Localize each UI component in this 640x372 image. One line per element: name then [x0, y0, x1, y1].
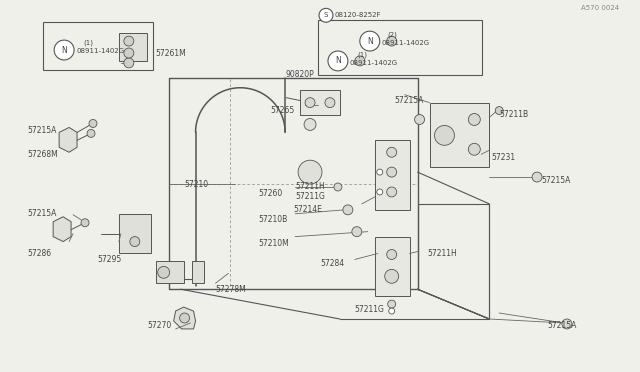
Polygon shape: [59, 128, 77, 152]
Circle shape: [387, 187, 397, 197]
Circle shape: [298, 160, 322, 184]
Text: 57210M: 57210M: [259, 239, 289, 248]
Text: 57295: 57295: [97, 255, 121, 264]
Circle shape: [468, 113, 480, 125]
Circle shape: [360, 31, 380, 51]
Text: 08911-1402G: 08911-1402G: [350, 60, 398, 66]
Text: 57211B: 57211B: [499, 110, 529, 119]
Bar: [375, 237, 410, 296]
Text: 57215A: 57215A: [547, 321, 577, 330]
Circle shape: [328, 51, 348, 71]
Bar: [119, 33, 147, 61]
Text: 57210: 57210: [184, 180, 209, 189]
Text: 57278M: 57278M: [216, 285, 246, 294]
Circle shape: [343, 205, 353, 215]
Polygon shape: [53, 217, 71, 241]
Circle shape: [304, 119, 316, 131]
Text: 57211H: 57211H: [428, 249, 458, 258]
Bar: [429, 103, 489, 167]
Text: 57215A: 57215A: [395, 96, 424, 105]
Circle shape: [334, 183, 342, 191]
Text: 08120-8252F: 08120-8252F: [335, 12, 381, 18]
Bar: [44, 22, 153, 70]
Text: 57284: 57284: [320, 259, 344, 268]
Circle shape: [385, 269, 399, 283]
Circle shape: [157, 266, 170, 278]
Text: N: N: [367, 36, 372, 46]
Circle shape: [387, 167, 397, 177]
Bar: [119, 214, 151, 253]
Circle shape: [415, 115, 424, 125]
Text: 57268M: 57268M: [28, 150, 58, 159]
Text: S: S: [324, 12, 328, 18]
Text: 57270: 57270: [148, 321, 172, 330]
Circle shape: [325, 98, 335, 108]
Circle shape: [468, 143, 480, 155]
Circle shape: [124, 36, 134, 46]
Bar: [375, 140, 410, 210]
Circle shape: [562, 319, 572, 329]
Circle shape: [87, 129, 95, 137]
Circle shape: [352, 227, 362, 237]
Text: 08911-1402G: 08911-1402G: [381, 40, 430, 46]
Bar: [156, 262, 184, 283]
Circle shape: [377, 169, 383, 175]
Text: N: N: [61, 45, 67, 55]
Text: (2): (2): [388, 32, 397, 38]
Circle shape: [387, 250, 397, 259]
Circle shape: [305, 98, 315, 108]
Circle shape: [532, 172, 542, 182]
Text: 57231: 57231: [492, 153, 515, 162]
Text: 57286: 57286: [28, 249, 51, 258]
Circle shape: [54, 40, 74, 60]
Bar: [300, 90, 340, 115]
Text: 57214E: 57214E: [293, 205, 322, 214]
Circle shape: [180, 313, 189, 323]
Text: 57260: 57260: [259, 189, 282, 198]
Circle shape: [388, 308, 395, 314]
Bar: [191, 262, 204, 283]
Bar: [318, 20, 483, 75]
Text: 57265: 57265: [270, 106, 294, 115]
Circle shape: [495, 107, 503, 115]
Circle shape: [319, 8, 333, 22]
Circle shape: [355, 56, 365, 66]
Text: 08911-1402G: 08911-1402G: [76, 48, 124, 54]
Text: 57215A: 57215A: [28, 209, 57, 218]
Text: (1): (1): [83, 40, 93, 46]
Circle shape: [130, 237, 140, 247]
Text: 57210B: 57210B: [259, 215, 287, 224]
Text: 57215A: 57215A: [541, 176, 570, 185]
Circle shape: [124, 58, 134, 68]
Text: 57211G: 57211G: [355, 305, 385, 314]
Text: 57261M: 57261M: [156, 48, 186, 58]
Circle shape: [124, 48, 134, 58]
Circle shape: [388, 300, 396, 308]
Polygon shape: [173, 307, 196, 329]
Text: (1): (1): [358, 52, 368, 58]
Circle shape: [377, 189, 383, 195]
Text: 57215A: 57215A: [28, 126, 57, 135]
Circle shape: [387, 36, 397, 46]
Circle shape: [435, 125, 454, 145]
Text: 57211G: 57211G: [295, 192, 325, 201]
Text: N: N: [335, 57, 340, 65]
Text: A570 0024: A570 0024: [580, 5, 619, 11]
Circle shape: [81, 219, 89, 227]
Text: 57211H: 57211H: [295, 183, 325, 192]
Circle shape: [89, 119, 97, 128]
Text: 90820P: 90820P: [285, 70, 314, 79]
Circle shape: [387, 147, 397, 157]
